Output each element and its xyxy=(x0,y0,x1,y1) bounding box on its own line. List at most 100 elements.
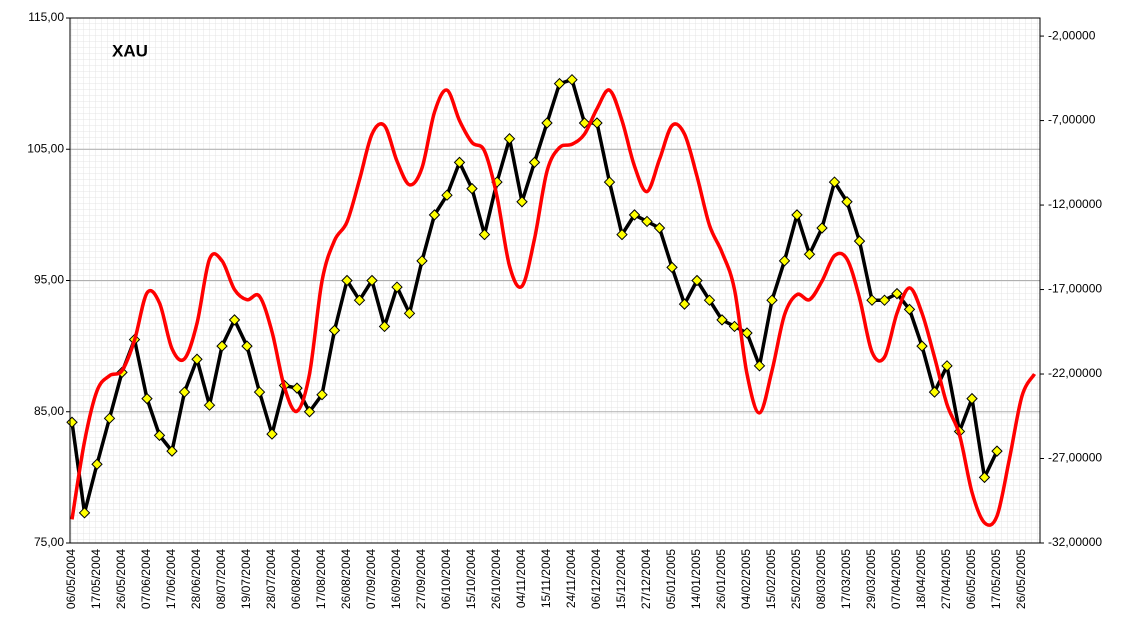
marker xyxy=(891,287,903,300)
y-tick-label: 85,00 xyxy=(34,404,64,418)
marker xyxy=(941,360,953,372)
marker xyxy=(741,327,753,339)
y2-tick-label: -22,00000 xyxy=(1048,366,1102,380)
plot-border xyxy=(69,17,1041,544)
y2-tick-label: -27,00000 xyxy=(1048,451,1102,465)
x-tick-label: 06/12/2004 xyxy=(589,549,603,609)
marker xyxy=(641,215,653,228)
x-tick-label: 07/06/2004 xyxy=(139,549,153,609)
x-tick-label: 15/11/2004 xyxy=(539,549,553,608)
marker xyxy=(153,429,166,442)
x-tick-label: 27/12/2004 xyxy=(639,549,653,609)
x-tick-label: 26/05/2005 xyxy=(1014,549,1028,609)
x-tick-label: 28/07/2004 xyxy=(264,549,278,609)
marker xyxy=(78,507,91,519)
y-tick-label: 75,00 xyxy=(34,535,64,549)
marker xyxy=(91,458,103,470)
marker xyxy=(503,133,516,145)
marker xyxy=(428,209,441,221)
marker xyxy=(791,209,803,221)
marker xyxy=(616,228,628,241)
x-tick-label: 06/08/2004 xyxy=(289,549,303,609)
marker xyxy=(966,392,978,405)
chart-title: XAU xyxy=(112,41,148,60)
x-tick-label: 14/01/2005 xyxy=(689,549,703,609)
marker xyxy=(191,353,203,365)
x-tick-label: 16/09/2004 xyxy=(389,549,403,609)
marker xyxy=(928,386,941,398)
x-tick-label: 29/03/2005 xyxy=(864,549,878,609)
y2-tick-label: -32,00000 xyxy=(1048,535,1102,549)
marker xyxy=(403,307,416,320)
marker xyxy=(378,320,391,333)
marker xyxy=(653,222,666,234)
x-tick-label: 04/11/2004 xyxy=(514,549,528,608)
x-tick-label: 28/06/2004 xyxy=(189,549,203,609)
marker xyxy=(766,294,778,306)
y2-tick-label: -7,00000 xyxy=(1048,113,1096,127)
marker xyxy=(978,471,991,484)
marker xyxy=(141,392,153,405)
marker xyxy=(453,156,466,169)
x-tick-label: 26/08/2004 xyxy=(339,549,353,609)
marker xyxy=(178,386,191,398)
marker xyxy=(466,182,478,195)
marker xyxy=(353,294,366,306)
marker xyxy=(678,298,691,310)
marker xyxy=(528,156,541,169)
marker xyxy=(666,261,678,274)
marker xyxy=(303,406,316,418)
marker xyxy=(878,294,891,306)
marker xyxy=(903,303,916,316)
marker xyxy=(416,255,428,267)
marker xyxy=(728,320,741,333)
marks xyxy=(66,73,1037,527)
x-tick-label: 17/05/2004 xyxy=(89,549,103,609)
x-tick-label: 15/10/2004 xyxy=(464,549,478,609)
x-tick-label: 17/03/2005 xyxy=(839,549,853,609)
marker xyxy=(391,281,403,293)
marker xyxy=(441,189,453,201)
marker xyxy=(716,314,728,326)
x-tick-label: 07/04/2005 xyxy=(889,549,903,609)
marker xyxy=(841,196,853,208)
marker xyxy=(328,324,341,337)
marker xyxy=(753,360,766,372)
marker xyxy=(691,274,703,287)
marker xyxy=(253,386,266,398)
x-tick-label: 26/01/2005 xyxy=(714,549,728,609)
x-tick-label: 27/09/2004 xyxy=(414,549,428,609)
x-tick-label: 06/05/2005 xyxy=(964,549,978,609)
x-tick-label: 24/11/2004 xyxy=(564,549,578,608)
x-tick-label: 26/05/2004 xyxy=(114,549,128,609)
x-tick-label: 06/10/2004 xyxy=(439,549,453,609)
y2-tick-label: -12,00000 xyxy=(1048,197,1102,211)
marker xyxy=(828,176,841,188)
y-tick-label: 95,00 xyxy=(34,273,64,287)
marker xyxy=(803,248,816,260)
marker xyxy=(228,314,241,326)
marker xyxy=(203,399,216,411)
marker xyxy=(216,340,228,352)
marker xyxy=(516,196,528,208)
x-tick-label: 15/12/2004 xyxy=(614,549,628,609)
x-tick-label: 26/10/2004 xyxy=(489,549,503,609)
x-tick-label: 17/06/2004 xyxy=(164,549,178,609)
marker xyxy=(778,255,791,267)
x-tick-label: 25/02/2005 xyxy=(789,549,803,609)
x-tick-label: 06/05/2004 xyxy=(64,549,78,609)
x-tick-label: 17/08/2004 xyxy=(314,549,328,609)
marker xyxy=(241,340,253,352)
x-tick-label: 05/01/2005 xyxy=(664,549,678,609)
x-tick-label: 19/07/2004 xyxy=(239,549,253,609)
marker xyxy=(291,382,303,394)
marker xyxy=(366,274,378,287)
marker xyxy=(628,209,641,221)
y2-tick-label: -2,00000 xyxy=(1048,28,1096,42)
marker xyxy=(703,294,716,306)
marker xyxy=(603,176,616,188)
marker xyxy=(478,228,491,241)
x-tick-label: 08/03/2005 xyxy=(814,549,828,609)
x-tick-label: 15/02/2005 xyxy=(764,549,778,609)
y2-tick-label: -17,00000 xyxy=(1048,282,1102,296)
